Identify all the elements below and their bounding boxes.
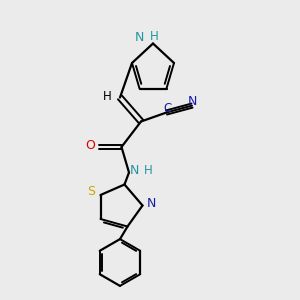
Text: S: S — [87, 185, 95, 198]
Text: O: O — [86, 139, 95, 152]
Text: H: H — [144, 164, 153, 177]
Text: N: N — [130, 164, 139, 177]
Text: N: N — [147, 196, 156, 210]
Text: N: N — [135, 31, 144, 44]
Text: N: N — [188, 95, 197, 109]
Text: H: H — [103, 89, 112, 103]
Text: H: H — [150, 29, 159, 43]
Text: C: C — [163, 102, 171, 115]
